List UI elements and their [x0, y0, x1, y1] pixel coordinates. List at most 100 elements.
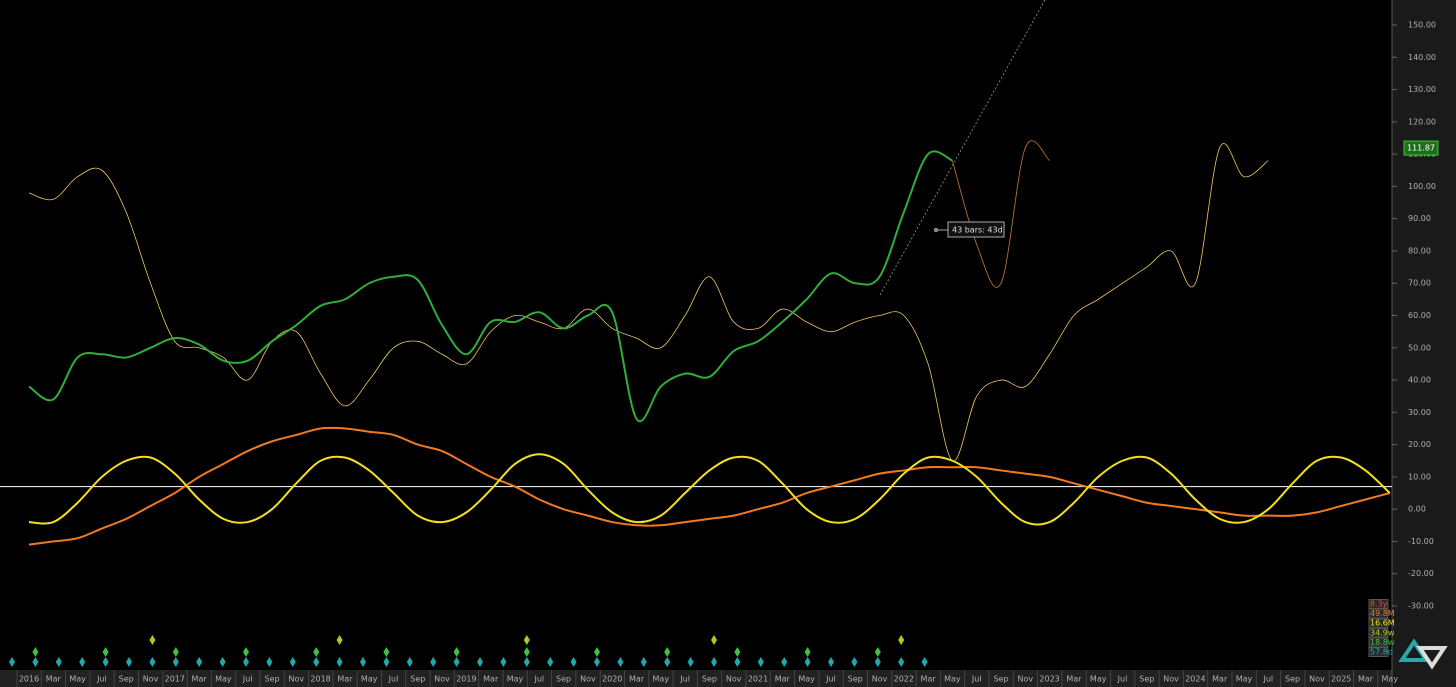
x-tick-label: 2019	[456, 675, 476, 684]
x-tick-label: Nov	[726, 675, 742, 684]
phase-diamond	[453, 647, 460, 657]
y-tick-label: 80.00	[1408, 246, 1431, 255]
phase-diamond	[9, 657, 15, 667]
x-tick-label: 2025	[1331, 675, 1351, 684]
x-tick-label: Nov	[580, 675, 596, 684]
phase-diamond	[734, 657, 741, 667]
phase-diamond	[313, 647, 320, 657]
phase-diamond	[687, 657, 694, 667]
y-tick-label: 0.00	[1408, 505, 1426, 514]
phase-diamond	[360, 657, 366, 667]
cycle-label: 8.3y	[1370, 600, 1388, 609]
x-tick-label: May	[798, 675, 815, 684]
phase-diamond	[149, 635, 156, 645]
phase-diamond	[523, 635, 530, 645]
phase-diamond	[664, 657, 671, 667]
series-line	[28, 150, 953, 423]
x-tick-label: Mar	[629, 675, 645, 684]
x-tick-label: 2023	[1039, 675, 1059, 684]
phase-diamond	[383, 647, 390, 657]
x-tick-label: Sep	[1285, 675, 1300, 684]
x-tick-label: Nov	[872, 675, 888, 684]
x-tick-label: Nov	[288, 675, 304, 684]
phase-diamond	[851, 657, 858, 667]
phase-diamond	[172, 657, 179, 667]
cycle-chip	[1368, 637, 1389, 648]
x-tick-label: Mar	[775, 675, 791, 684]
x-tick-label: Jul	[1117, 675, 1128, 684]
x-tick-label: May	[1090, 675, 1107, 684]
phase-diamond	[874, 657, 881, 667]
cycle-label: 18.8w	[1370, 638, 1395, 647]
phase-diamond	[383, 657, 390, 667]
phase-diamond	[500, 657, 507, 667]
phase-diamond	[711, 635, 717, 645]
phase-diamond	[664, 647, 671, 657]
x-tick-label: 2020	[602, 675, 622, 684]
y-tick-label: 130.00	[1408, 85, 1436, 94]
phase-diamond	[126, 657, 132, 667]
x-tick-label: Nov	[1309, 675, 1325, 684]
time-axis-panel	[0, 670, 1392, 687]
phase-diamond	[898, 635, 905, 645]
phase-diamond	[757, 657, 764, 667]
x-tick-label: Sep	[848, 675, 863, 684]
x-tick-label: Mar	[46, 675, 62, 684]
x-tick-label: Mar	[1066, 675, 1082, 684]
phase-diamond	[243, 647, 249, 657]
phase-diamond	[149, 657, 156, 667]
x-tick-label: Jul	[242, 675, 253, 684]
phase-diamond	[243, 657, 249, 667]
cycle-label: 57.8d	[1370, 648, 1393, 657]
x-tick-label: May	[507, 675, 524, 684]
phase-diamond	[336, 657, 343, 667]
phase-diamond	[828, 657, 834, 667]
y-tick-label: 40.00	[1408, 376, 1431, 385]
cycle-chip	[1368, 599, 1389, 609]
phase-diamond	[79, 657, 86, 667]
x-tick-label: Nov	[1163, 675, 1179, 684]
cycle-label: 34.9w	[1370, 628, 1395, 637]
x-tick-label: Nov	[1017, 675, 1033, 684]
cycle-label: 49.8M	[1370, 609, 1395, 618]
x-tick-label: 2022	[894, 675, 914, 684]
logo-shape	[1416, 646, 1448, 670]
y-tick-label: 140.00	[1408, 53, 1436, 62]
phase-diamond	[289, 657, 296, 667]
x-tick-label: May	[653, 675, 670, 684]
x-tick-label: 2021	[748, 675, 768, 684]
cycle-chip	[1368, 627, 1389, 638]
phase-diamond	[570, 657, 577, 667]
cycle-chip	[1368, 647, 1389, 657]
price-tag	[1403, 140, 1439, 156]
phase-diamond	[102, 657, 109, 667]
watermark-logo	[1398, 638, 1448, 670]
x-tick-label: Mar	[483, 675, 499, 684]
trend-line	[879, 0, 1046, 296]
x-tick-label: Sep	[702, 675, 717, 684]
x-tick-label: Sep	[119, 675, 134, 684]
phase-markers	[9, 635, 928, 667]
y-tick-label: 90.00	[1408, 214, 1431, 223]
cycle-label: 16.6M	[1370, 619, 1395, 628]
x-tick-label: Mar	[192, 675, 208, 684]
x-tick-label: 2017	[165, 675, 185, 684]
y-tick-label: 60.00	[1408, 311, 1431, 320]
x-tick-label: May	[361, 675, 378, 684]
y-tick-label: 50.00	[1408, 343, 1431, 352]
phase-diamond	[523, 647, 530, 657]
phase-diamond	[734, 647, 741, 657]
x-tick-label: Jul	[533, 675, 544, 684]
y-tick-label: 20.00	[1408, 440, 1431, 449]
phase-diamond	[921, 657, 928, 667]
x-tick-label: Sep	[264, 675, 279, 684]
phase-diamond	[32, 657, 39, 667]
y-tick-label: -30.00	[1408, 602, 1434, 611]
phase-diamond	[196, 657, 203, 667]
x-tick-label: Mar	[1212, 675, 1228, 684]
axis-panel	[1392, 0, 1456, 687]
annotation-box	[947, 221, 1005, 238]
x-tick-label: Sep	[993, 675, 1008, 684]
phase-diamond	[594, 657, 600, 667]
